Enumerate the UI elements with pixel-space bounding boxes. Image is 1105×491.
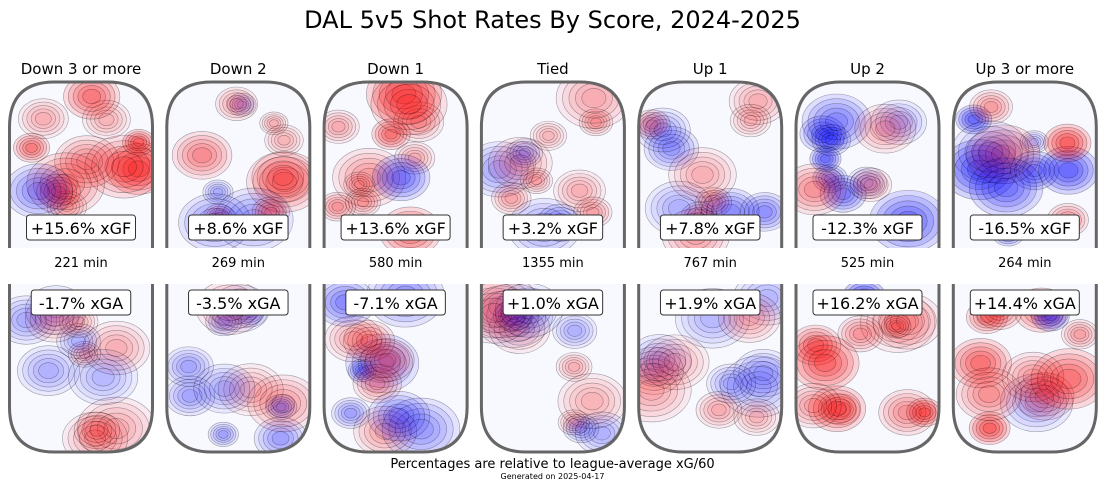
xga-label: +1.0% xGA [507, 294, 599, 313]
rink-outline-top [794, 80, 941, 248]
xgf-label-box [340, 214, 451, 241]
rink-outline-top [322, 80, 469, 248]
xga-label-box [659, 289, 761, 316]
rink-outline-bottom [951, 284, 1098, 454]
xgf-label-box [659, 214, 761, 241]
minutes-label: 269 min [212, 256, 265, 271]
heat-contours [324, 82, 448, 248]
xgf-label: +13.6% xGF [345, 219, 445, 238]
minutes-label: 1355 min [522, 256, 584, 271]
xgf-label-box [812, 214, 923, 241]
xga-label-box [502, 289, 604, 316]
xga-label: +14.4% xGA [974, 294, 1076, 313]
xga-label: -7.1% xGA [353, 294, 437, 313]
rink-outline-bottom [322, 284, 469, 454]
minutes-label: 525 min [841, 256, 894, 271]
column-label: Down 1 [367, 60, 424, 78]
xgf-label-box [188, 214, 289, 241]
minutes-label: 221 min [54, 256, 107, 271]
xga-label: +1.9% xGA [664, 294, 756, 313]
rink-outline-bottom [8, 284, 154, 454]
xgf-label: +3.2% xGF [508, 219, 598, 238]
minutes-label: 767 min [683, 256, 736, 271]
xgf-label-box [969, 214, 1080, 241]
rink-outline-top [637, 80, 784, 248]
column-label: Tied [536, 60, 569, 78]
footnote: Percentages are relative to league-avera… [390, 457, 715, 472]
rink-outline-top [165, 80, 312, 248]
xga-label: -1.7% xGA [39, 294, 123, 313]
xgf-label: -16.5% xGF [978, 219, 1071, 238]
rink-outline-bottom [794, 284, 941, 454]
rink-outline-bottom [479, 284, 626, 454]
minutes-label: 264 min [998, 256, 1051, 271]
xga-label-box [188, 289, 289, 316]
column-label: Up 3 or more [976, 60, 1075, 78]
rink-outline-top [479, 80, 626, 248]
xga-label-box [345, 289, 446, 316]
column-label: Up 2 [850, 60, 885, 78]
generated-date: Generated on 2025-04-17 [500, 472, 605, 481]
xgf-label: +8.6% xGF [193, 219, 283, 238]
chart-title: DAL 5v5 Shot Rates By Score, 2024-2025 [304, 6, 801, 34]
rink-outline-bottom [637, 284, 784, 454]
xga-label: -3.5% xGA [196, 294, 280, 313]
xgf-label-box [26, 214, 136, 241]
xga-label-box [969, 289, 1080, 316]
xgf-label-box [502, 214, 604, 241]
xga-label: +16.2% xGA [816, 294, 918, 313]
xgf-label: -12.3% xGF [821, 219, 914, 238]
column-label: Down 2 [210, 60, 267, 78]
minutes-label: 580 min [369, 256, 422, 271]
column-label: Down 3 or more [21, 60, 142, 78]
xgf-label: +7.8% xGF [665, 219, 755, 238]
xgf-label: +15.6% xGF [31, 219, 131, 238]
xga-label-box [30, 289, 132, 316]
column-label: Up 1 [693, 60, 728, 78]
xga-label-box [812, 289, 923, 316]
rink-outline-top [8, 80, 154, 248]
rink-outline-bottom [165, 284, 312, 454]
rink-outline-top [951, 80, 1098, 248]
